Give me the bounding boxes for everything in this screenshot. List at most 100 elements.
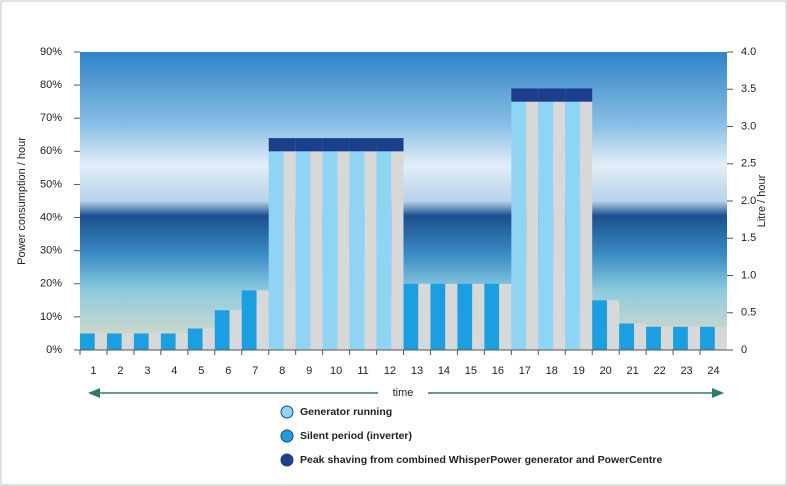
bar-segment xyxy=(538,101,554,351)
x-tick-label: 21 xyxy=(627,365,639,377)
x-tick-label: 2 xyxy=(117,365,123,377)
bar-segment xyxy=(700,326,715,350)
x-tick-label: 16 xyxy=(492,365,504,377)
bar-stripe xyxy=(121,333,134,350)
bar-stripe xyxy=(364,151,377,350)
bar-stripe xyxy=(391,151,404,350)
x-tick-label: 13 xyxy=(411,365,423,377)
bar-segment xyxy=(511,101,527,351)
legend-marker xyxy=(280,405,294,419)
legend-label: Silent period (inverter) xyxy=(300,430,412,442)
bar-stripe xyxy=(229,310,242,350)
bar-stripe xyxy=(148,333,161,350)
time-label-bg xyxy=(378,386,428,400)
x-tick-label: 7 xyxy=(252,365,258,377)
bar-stripe xyxy=(553,101,566,351)
bar-stripe xyxy=(337,151,350,350)
bar-segment xyxy=(376,151,392,350)
bar-stripe xyxy=(283,151,296,350)
bar-segment xyxy=(322,151,338,350)
legend-label: Peak shaving from combined WhisperPower … xyxy=(300,454,662,466)
x-tick-label: 5 xyxy=(198,365,204,377)
bar-segment xyxy=(646,326,661,350)
x-tick-label: 11 xyxy=(357,365,368,377)
y-tick-label: 60% xyxy=(40,145,62,157)
legend-label: Generator running xyxy=(300,406,392,418)
bar-segment xyxy=(592,300,608,350)
bar-segment xyxy=(295,151,311,350)
bar-segment xyxy=(619,323,634,350)
bar-segment xyxy=(349,138,377,152)
x-tick-label: 20 xyxy=(600,365,612,377)
bar-segment xyxy=(511,88,539,102)
bar-segment xyxy=(565,101,581,351)
bar-stripe xyxy=(472,283,485,350)
x-tick-label: 3 xyxy=(144,365,150,377)
y2-tick-label: 1.5 xyxy=(741,232,756,244)
bar-segment xyxy=(457,283,473,350)
x-tick-label: 17 xyxy=(519,365,531,377)
bar-segment xyxy=(376,138,404,152)
y2-tick-label: 1.0 xyxy=(741,269,756,281)
bar-stripe xyxy=(687,326,701,350)
bar-stripe xyxy=(526,101,539,351)
y2-tick-label: 0.5 xyxy=(741,307,756,319)
y-tick-label: 10% xyxy=(40,311,62,323)
bar-segment xyxy=(268,151,284,350)
x-tick-label: 14 xyxy=(438,365,450,377)
bar-stripe xyxy=(633,323,647,350)
x-tick-label: 22 xyxy=(653,365,665,377)
x-tick-label: 9 xyxy=(306,365,312,377)
bar-stripe xyxy=(607,300,620,350)
y-tick-label: 80% xyxy=(40,79,62,91)
bar-stripe xyxy=(94,333,107,350)
bar-stripe xyxy=(175,333,188,350)
x-tick-label: 1 xyxy=(90,365,96,377)
bar-stripe xyxy=(418,283,431,350)
bar-stripe xyxy=(580,101,593,351)
bar-segment xyxy=(322,138,350,152)
x-tick-label: 19 xyxy=(573,365,585,377)
legend-marker xyxy=(280,429,294,443)
y-tick-label: 20% xyxy=(40,278,62,290)
bar-stripe xyxy=(202,328,215,350)
y2-tick-label: 0 xyxy=(741,344,747,356)
bar-stripe xyxy=(256,290,269,350)
bar-segment xyxy=(484,283,500,350)
y-tick-label: 30% xyxy=(40,245,62,257)
y-tick-label: 90% xyxy=(40,46,62,58)
y2-tick-label: 3.5 xyxy=(741,83,756,95)
bar-stripe xyxy=(714,326,727,350)
y-tick-label: 40% xyxy=(40,211,62,223)
y-tick-label: 70% xyxy=(40,112,62,124)
bar-stripe xyxy=(660,326,674,350)
bar-segment xyxy=(160,333,176,350)
x-tick-label: 15 xyxy=(465,365,477,377)
y-axis-label: Power consumption / hour xyxy=(16,137,28,265)
y2-tick-label: 2.5 xyxy=(741,158,756,170)
bar-segment xyxy=(268,138,296,152)
bar-segment xyxy=(673,326,688,350)
y-tick-label: 0% xyxy=(46,344,62,356)
bar-stripe xyxy=(310,151,323,350)
x-tick-label: 23 xyxy=(680,365,692,377)
bar-stripe xyxy=(445,283,458,350)
bar-segment xyxy=(538,88,566,102)
y2-tick-label: 3.0 xyxy=(741,120,756,132)
y-tick-label: 50% xyxy=(40,178,62,190)
bar-segment xyxy=(241,290,257,350)
bar-segment xyxy=(106,333,122,350)
y2-axis-label: Litre / hour xyxy=(756,174,768,227)
x-tick-label: 10 xyxy=(330,365,342,377)
legend-marker xyxy=(280,453,294,467)
x-tick-label: 6 xyxy=(225,365,231,377)
x-tick-label: 24 xyxy=(707,365,719,377)
x-axis-label: time xyxy=(393,387,414,399)
bar-segment xyxy=(349,151,365,350)
y2-tick-label: 4.0 xyxy=(741,46,756,58)
bar-segment xyxy=(403,283,419,350)
bar-segment xyxy=(80,333,95,350)
x-tick-label: 18 xyxy=(546,365,558,377)
